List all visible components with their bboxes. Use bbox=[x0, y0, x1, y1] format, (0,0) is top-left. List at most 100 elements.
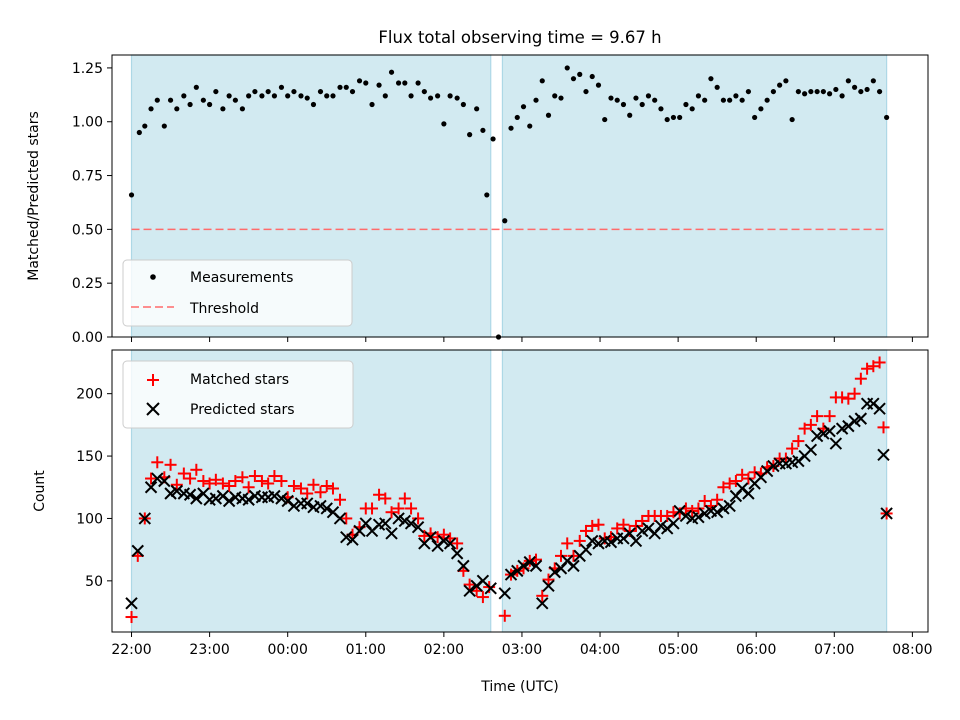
matched-star-point bbox=[867, 360, 880, 373]
matched-star-point bbox=[536, 589, 549, 602]
measurement-point bbox=[421, 88, 427, 95]
measurement-point bbox=[502, 218, 508, 224]
top-ytick-label: 0.00 bbox=[72, 330, 103, 346]
measurement-points bbox=[128, 65, 890, 340]
matched-star-point bbox=[463, 578, 476, 591]
measurement-point bbox=[695, 93, 702, 99]
top-legend-box bbox=[122, 259, 353, 327]
measurement-point bbox=[467, 132, 473, 138]
predicted-star-point bbox=[667, 517, 680, 530]
measurement-point bbox=[758, 106, 764, 112]
matched-star-point bbox=[498, 609, 511, 622]
measurement-point bbox=[142, 123, 148, 129]
measurement-point bbox=[174, 106, 180, 112]
chart-title: Flux total observing time = 9.67 h bbox=[378, 28, 661, 47]
top-ytick-label: 1.25 bbox=[72, 61, 103, 77]
measurement-point bbox=[564, 65, 570, 71]
matched-star-point bbox=[617, 518, 630, 531]
matched-star-point bbox=[786, 442, 799, 455]
matched-star-point bbox=[320, 480, 333, 493]
legend-predicted-label: Predicted stars bbox=[190, 402, 295, 418]
measurement-point bbox=[720, 97, 727, 103]
predicted-star-point bbox=[170, 484, 184, 498]
matched-star-point bbox=[792, 435, 805, 448]
matched-star-point bbox=[598, 532, 611, 545]
measurement-point bbox=[167, 97, 174, 103]
matched-star-point bbox=[301, 487, 314, 500]
measurement-point bbox=[369, 101, 375, 108]
matched-star-point bbox=[742, 472, 755, 485]
matched-star-point bbox=[823, 410, 836, 423]
measurement-point bbox=[714, 84, 720, 90]
top-x-ticks bbox=[131, 337, 913, 342]
measurement-point bbox=[317, 88, 324, 95]
matched-star-point bbox=[385, 506, 398, 519]
legend-predicted-marker bbox=[146, 402, 160, 416]
matched-star-point bbox=[431, 531, 444, 544]
top-y-axis-label: Matched/Predicted stars bbox=[26, 111, 42, 281]
measurement-point bbox=[545, 112, 552, 118]
measurement-point bbox=[652, 97, 658, 103]
measurement-point bbox=[702, 97, 708, 103]
measurement-point bbox=[589, 73, 595, 80]
predicted-star-point bbox=[138, 512, 152, 525]
matched-star-point bbox=[184, 472, 197, 485]
measurement-point bbox=[395, 80, 402, 86]
measurement-point bbox=[154, 97, 160, 103]
xtick-label: 02:00 bbox=[424, 642, 464, 658]
measurement-point bbox=[552, 93, 558, 99]
measurement-point bbox=[858, 88, 864, 95]
measurement-point bbox=[520, 104, 527, 110]
matched-star-point bbox=[698, 494, 711, 507]
predicted-star-point bbox=[523, 555, 536, 569]
xtick-label: 01:00 bbox=[346, 642, 386, 658]
measurement-point bbox=[745, 88, 752, 95]
matched-star-point bbox=[255, 475, 268, 488]
measurement-point bbox=[527, 123, 533, 129]
matched-star-point bbox=[611, 522, 624, 535]
bottom-axes-frame bbox=[111, 349, 929, 633]
matched-star-point bbox=[190, 463, 203, 476]
measurement-point bbox=[814, 88, 820, 95]
measurement-point bbox=[148, 106, 154, 112]
measurement-point bbox=[770, 88, 776, 95]
predicted-star-point bbox=[404, 517, 418, 530]
measurement-point bbox=[181, 93, 187, 99]
measurement-point bbox=[789, 116, 795, 123]
top-ytick-label: 0.25 bbox=[72, 276, 103, 292]
predicted-star-point bbox=[880, 507, 893, 520]
matched-star-point bbox=[125, 611, 138, 624]
measurement-point bbox=[304, 95, 310, 101]
measurement-point bbox=[382, 93, 388, 99]
predicted-star-point bbox=[125, 597, 138, 610]
predicted-star-point bbox=[183, 488, 197, 501]
matched-star-point bbox=[373, 488, 386, 501]
measurement-point bbox=[583, 88, 589, 95]
predicted-star-point bbox=[320, 502, 333, 515]
predicted-star-point bbox=[379, 517, 392, 530]
predicted-star-point bbox=[877, 448, 890, 462]
matched-star-point bbox=[729, 475, 742, 488]
matched-star-point bbox=[405, 502, 418, 515]
measurement-point bbox=[330, 93, 336, 99]
matched-star-point bbox=[314, 486, 327, 499]
top-legend: Measurements Threshold bbox=[122, 259, 353, 327]
predicted-star-point bbox=[411, 520, 425, 534]
matched-star-point bbox=[542, 573, 555, 586]
measurement-point bbox=[708, 76, 714, 82]
matched-star-point bbox=[170, 478, 183, 491]
xtick-label: 22:00 bbox=[111, 642, 151, 658]
predicted-star-point bbox=[268, 489, 281, 503]
bottom-ytick-label: 100 bbox=[76, 511, 103, 527]
predicted-star-point bbox=[579, 543, 593, 556]
matched-star-point bbox=[554, 549, 567, 562]
measurement-point bbox=[298, 93, 304, 99]
measurement-point bbox=[232, 97, 238, 103]
bottom-ytick-label: 150 bbox=[76, 449, 103, 465]
predicted-star-point bbox=[424, 530, 437, 544]
matched-star-point bbox=[873, 356, 886, 369]
matched-star-point bbox=[567, 549, 580, 562]
measurement-point bbox=[539, 78, 545, 84]
matched-star-point bbox=[177, 467, 190, 480]
x-axis-label: Time (UTC) bbox=[480, 679, 558, 695]
